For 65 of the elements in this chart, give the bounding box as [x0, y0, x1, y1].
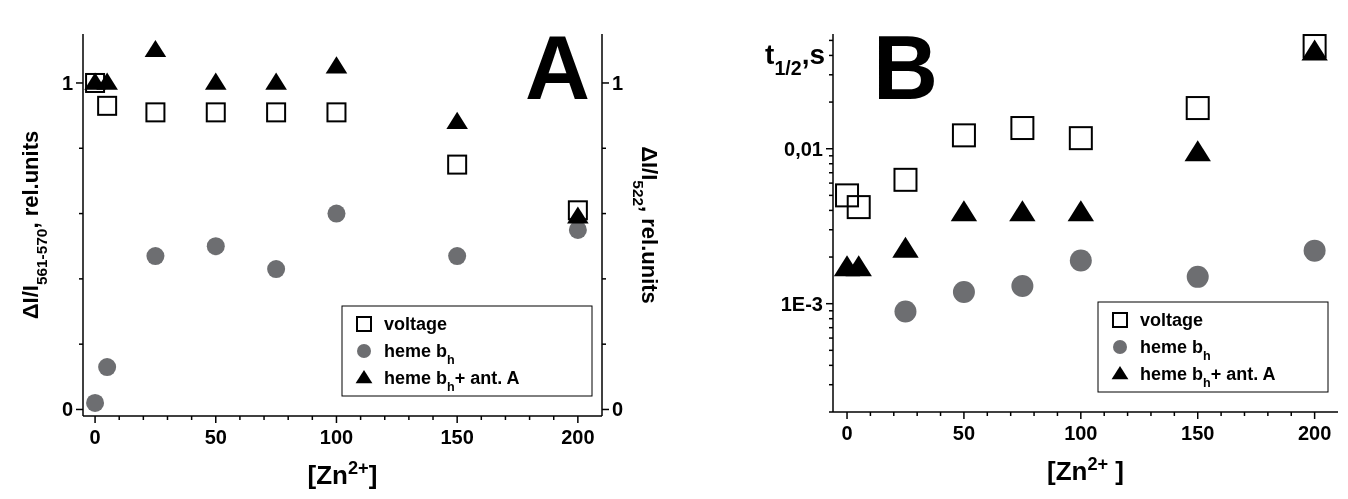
- point: [1068, 126, 1093, 151]
- x-tick-label: 150: [440, 426, 474, 448]
- y-tick-label: 1E-3: [780, 292, 823, 315]
- point: [1069, 249, 1092, 272]
- x-tick-label: 200: [1297, 422, 1332, 444]
- y2-tick-label: 1: [612, 71, 624, 94]
- y-tick-label: 0,01: [784, 137, 823, 160]
- point: [1184, 140, 1211, 162]
- y-axis-title: t$_{1/2}$,s: [765, 39, 825, 79]
- point: [1303, 239, 1326, 262]
- point: [1011, 275, 1034, 298]
- point: [1067, 200, 1095, 222]
- point: [1185, 96, 1210, 121]
- point: [952, 280, 975, 303]
- point: [893, 167, 918, 192]
- legend-label: voltage: [1140, 310, 1204, 331]
- point: [98, 358, 117, 377]
- x-axis-title: [Zn$^{2+}$]: [307, 458, 378, 490]
- legend-label: heme b$_{h}$+ ant. A: [384, 368, 520, 395]
- point: [325, 56, 348, 74]
- point: [266, 102, 287, 123]
- point: [1010, 116, 1035, 141]
- point: [567, 200, 588, 221]
- x-axis-title: [Zn$^{2+}$ ]: [1046, 454, 1125, 486]
- point: [97, 95, 118, 116]
- point: [446, 111, 468, 129]
- x-tick-label: 150: [1181, 422, 1215, 444]
- point: [267, 260, 286, 279]
- point: [447, 154, 468, 175]
- y2-tick-label: 0: [612, 398, 624, 421]
- point: [567, 206, 589, 224]
- x-tick-label: 50: [952, 422, 976, 444]
- point: [892, 236, 919, 258]
- point: [846, 195, 871, 220]
- point: [1009, 200, 1036, 222]
- legend-label: heme b$_{h}$+ ant. A: [1140, 364, 1276, 391]
- x-tick-label: 0: [89, 426, 101, 448]
- point: [204, 72, 227, 90]
- point: [951, 123, 976, 148]
- point: [327, 204, 346, 223]
- point: [205, 102, 226, 123]
- x-tick-label: 50: [204, 426, 227, 448]
- x-tick-label: 100: [1064, 422, 1098, 444]
- point: [326, 102, 347, 123]
- point: [265, 72, 287, 90]
- point: [448, 247, 467, 266]
- point: [894, 300, 917, 323]
- point: [86, 393, 105, 412]
- legend-label: heme b$_{h}$: [1140, 337, 1211, 364]
- legend-label: voltage: [384, 314, 448, 335]
- x-tick-label: 100: [319, 426, 354, 448]
- point: [206, 237, 225, 256]
- point: [950, 200, 978, 222]
- annotation: A: [525, 18, 590, 118]
- point: [96, 72, 118, 90]
- legend-label: heme b$_{h}$: [384, 341, 455, 368]
- x-tick-label: 0: [841, 422, 853, 444]
- annotation: B: [873, 18, 938, 118]
- point: [1186, 265, 1209, 288]
- point: [145, 102, 166, 123]
- x-tick-label: 200: [561, 426, 595, 448]
- point: [845, 255, 872, 277]
- point: [144, 39, 167, 58]
- point: [146, 247, 165, 266]
- point: [835, 183, 860, 208]
